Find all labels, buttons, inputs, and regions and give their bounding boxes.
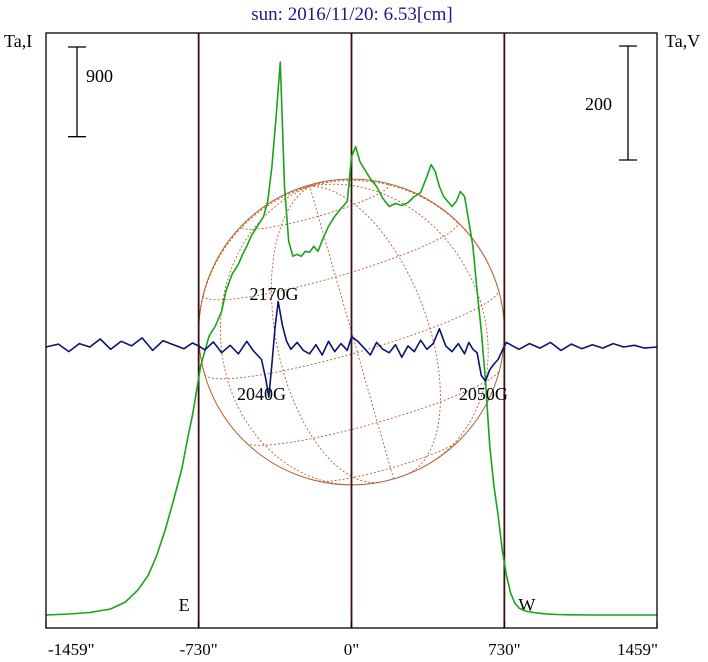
right-axis-label: Ta,V — [665, 31, 700, 51]
left-axis-label: Ta,I — [4, 31, 32, 51]
longitude-line — [309, 178, 344, 187]
x-tick-label: 730" — [488, 640, 520, 659]
latitude-line — [204, 290, 499, 380]
latitude-line — [246, 370, 500, 446]
x-tick-label: -730" — [180, 640, 218, 659]
longitude-line — [309, 183, 489, 463]
x-tick-label: 1459" — [617, 640, 658, 659]
x-axis-ticks: -1459" -730" 0" 730" 1459" — [45, 622, 658, 659]
series-lines — [45, 61, 658, 616]
field-annotations: 2170G 2040G 2050G — [237, 284, 508, 404]
longitude-line — [270, 186, 379, 484]
latitude-line — [202, 222, 459, 301]
scale-bar-label: 900 — [86, 66, 113, 86]
x-tick-label: 0" — [344, 640, 359, 659]
scale-bars: 900 200 — [68, 45, 637, 161]
field-annotation: 2170G — [250, 284, 299, 304]
field-annotation: 2050G — [459, 384, 508, 404]
longitude-line — [219, 186, 353, 486]
scale-bar-label: 200 — [585, 94, 612, 114]
field-annotation: 2040G — [237, 384, 286, 404]
series-line-I — [45, 61, 657, 616]
longitude-line — [297, 186, 310, 190]
latitude-line — [318, 440, 459, 482]
series-line-V — [45, 300, 658, 398]
chart-title: sun: 2016/11/20: 6.53[cm] — [251, 4, 452, 25]
longitude-line — [309, 186, 441, 474]
x-tick-label: -1459" — [48, 640, 95, 659]
limb-label: E — [179, 595, 190, 615]
longitude-line — [309, 181, 322, 187]
